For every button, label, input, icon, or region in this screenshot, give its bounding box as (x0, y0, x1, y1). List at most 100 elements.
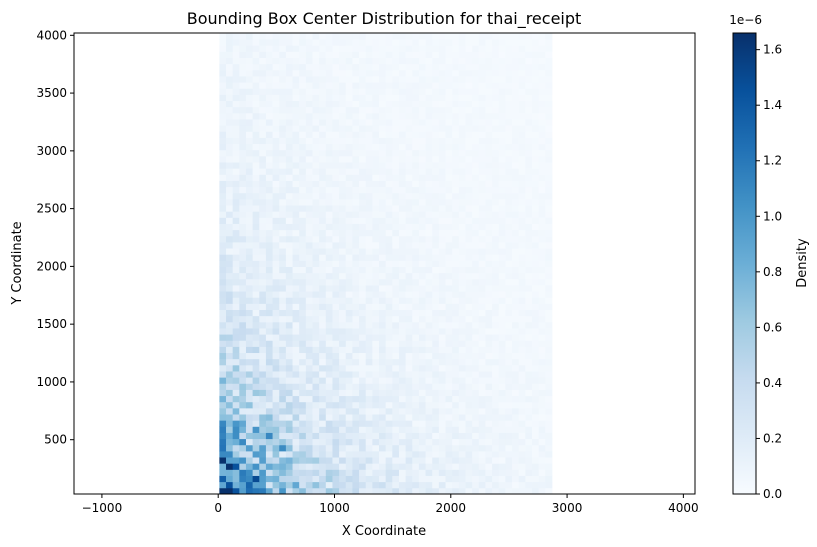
heatmap-cell (445, 346, 453, 354)
heatmap-cell (332, 112, 340, 120)
heatmap-cell (319, 272, 327, 280)
heatmap-cell (505, 254, 513, 261)
heatmap-cell (505, 438, 513, 446)
heatmap-cell (425, 63, 433, 71)
heatmap-cell (245, 235, 254, 243)
heatmap-cell (359, 457, 367, 464)
heatmap-cell (432, 444, 440, 452)
heatmap-cell (412, 395, 420, 403)
heatmap-cell (538, 469, 546, 476)
heatmap-cell (219, 217, 227, 224)
heatmap-cell (445, 469, 453, 476)
heatmap-cell (465, 346, 473, 354)
heatmap-cell (498, 481, 506, 489)
heatmap-cell (279, 211, 287, 218)
heatmap-cell (458, 45, 466, 52)
heatmap-cell (405, 45, 413, 52)
heatmap-cell (345, 112, 353, 120)
heatmap-cell (292, 186, 300, 194)
heatmap-cell (518, 106, 526, 114)
heatmap-cell (372, 426, 380, 433)
heatmap-cell (472, 33, 480, 40)
heatmap-cell (252, 63, 260, 71)
heatmap-cell (299, 260, 307, 267)
heatmap-cell (545, 401, 553, 409)
heatmap-cell (226, 401, 234, 409)
heatmap-cell (412, 358, 420, 366)
heatmap-cell (458, 309, 466, 317)
heatmap-cell (432, 260, 440, 267)
heatmap-cell (319, 346, 327, 354)
heatmap-cell (305, 340, 313, 347)
heatmap-cell (226, 346, 234, 354)
heatmap-cell (485, 487, 493, 494)
heatmap-cell (245, 407, 254, 415)
heatmap-cell (485, 186, 493, 194)
heatmap-cell (485, 162, 493, 169)
heatmap-cell (272, 334, 280, 341)
heatmap-cell (452, 45, 460, 52)
heatmap-cell (226, 229, 234, 237)
heatmap-cell (385, 358, 393, 366)
heatmap-cell (398, 340, 407, 347)
heatmap-cell (545, 407, 553, 415)
heatmap-cell (538, 481, 546, 489)
heatmap-cell (305, 285, 313, 292)
heatmap-cell (332, 186, 340, 194)
heatmap-cell (339, 76, 347, 83)
heatmap-cell (538, 241, 546, 249)
heatmap-cell (485, 340, 493, 347)
heatmap-cell (219, 33, 227, 40)
heatmap-cell (458, 457, 466, 464)
heatmap-cell (405, 100, 413, 108)
heatmap-cell (418, 438, 426, 446)
heatmap-cell (226, 278, 234, 286)
heatmap-cell (398, 76, 407, 83)
heatmap-cell (505, 125, 513, 132)
heatmap-cell (219, 432, 227, 440)
heatmap-cell (272, 51, 280, 58)
heatmap-cell (512, 414, 520, 421)
heatmap-cell (452, 82, 460, 89)
heatmap-cell (452, 309, 460, 317)
heatmap-cell (305, 180, 313, 188)
heatmap-cell (232, 407, 240, 415)
heatmap-cell (478, 198, 486, 206)
heatmap-cell (425, 407, 433, 415)
heatmap-cell (452, 229, 460, 237)
heatmap-cell (239, 82, 247, 89)
heatmap-cell (359, 125, 367, 132)
heatmap-cell (465, 82, 473, 89)
heatmap-cell (392, 112, 400, 120)
heatmap-cell (352, 414, 360, 421)
heatmap-cell (478, 315, 486, 323)
heatmap-cell (425, 69, 433, 77)
heatmap-cell (312, 291, 320, 298)
heatmap-cell (272, 57, 280, 65)
heatmap-cell (425, 278, 433, 286)
heatmap-cell (545, 334, 553, 341)
heatmap-cell (319, 377, 327, 384)
heatmap-cell (239, 444, 247, 452)
heatmap-cell (319, 119, 327, 126)
heatmap-cell (312, 106, 320, 114)
heatmap-cell (232, 414, 240, 421)
heatmap-cell (319, 125, 327, 132)
heatmap-cell (532, 143, 540, 151)
heatmap-cell (279, 69, 287, 77)
heatmap-cell (226, 328, 234, 335)
heatmap-cell (505, 285, 513, 292)
heatmap-cell (465, 285, 473, 292)
heatmap-cell (545, 303, 553, 310)
heatmap-cell (405, 254, 413, 261)
heatmap-cell (279, 192, 287, 200)
heatmap-cell (279, 309, 287, 317)
heatmap-cell (438, 51, 446, 58)
heatmap-cell (372, 457, 380, 464)
heatmap-cell (379, 346, 387, 354)
heatmap-cell (232, 450, 240, 458)
heatmap-cell (259, 321, 267, 329)
heatmap-cell (365, 174, 373, 181)
heatmap-cell (445, 211, 453, 218)
heatmap-cell (472, 119, 480, 126)
